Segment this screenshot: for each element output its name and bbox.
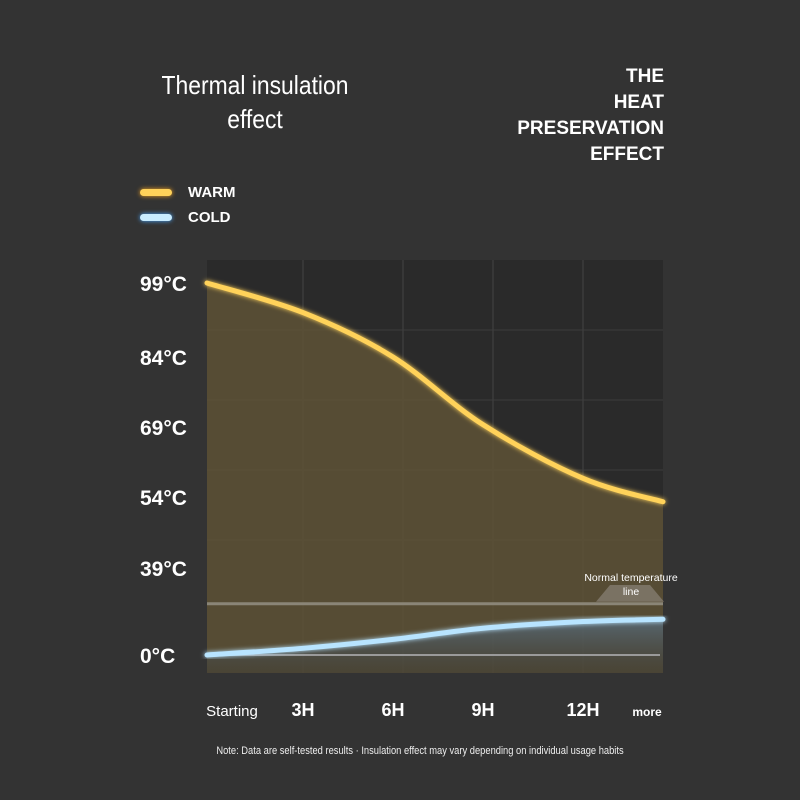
legend-swatch [140, 214, 172, 221]
reference-label-tab [596, 585, 664, 602]
legend: WARM COLD [140, 180, 236, 230]
legend-label: WARM [188, 184, 236, 201]
subtitle-line: EFFECT [590, 144, 664, 165]
series-line-cold [204, 616, 666, 658]
warm-area [207, 283, 663, 673]
subtitle-line: HEAT [613, 92, 664, 113]
legend-item-warm: WARM [140, 180, 236, 205]
reference-line-label: line [623, 586, 640, 598]
y-tick-label: 54°C [140, 487, 187, 510]
y-tick-label: 0°C [140, 645, 175, 668]
subtitle-line: THE [626, 66, 664, 87]
x-tick-label: more [632, 705, 662, 719]
series-line-warm [204, 280, 666, 505]
y-tick-label: 69°C [140, 417, 187, 440]
legend-label: COLD [188, 209, 231, 226]
y-tick-label: 99°C [140, 273, 187, 296]
legend-item-cold: COLD [140, 205, 236, 230]
y-tick-label: 39°C [140, 558, 187, 581]
chart-title: Thermal insulation effect [161, 70, 349, 134]
chart-subtitle: THE HEAT PRESERVATION EFFECT [517, 64, 664, 168]
x-tick-label: Starting [206, 703, 258, 720]
x-tick-label: 12H [566, 700, 599, 720]
cold-area [207, 619, 663, 673]
x-tick-label: 6H [381, 700, 404, 720]
x-tick-label: 3H [291, 700, 314, 720]
x-tick-label: 9H [471, 700, 494, 720]
legend-swatch [140, 189, 172, 196]
footnote: Note: Data are self-tested results · Ins… [216, 745, 624, 757]
reference-line-label: Normal temperature [584, 572, 678, 584]
subtitle-line: PRESERVATION [517, 118, 664, 139]
y-tick-label: 84°C [140, 347, 187, 370]
